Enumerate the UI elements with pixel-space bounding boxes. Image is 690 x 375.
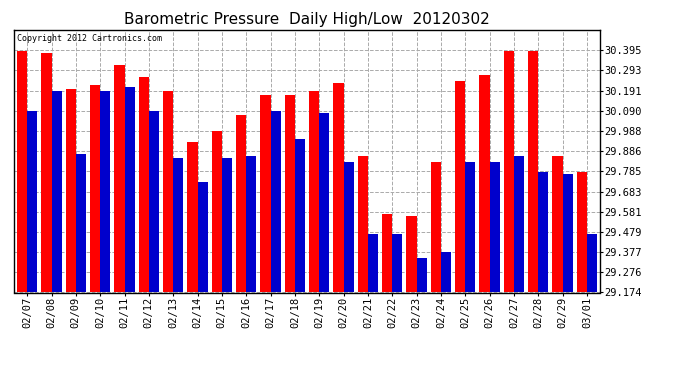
Bar bbox=[139, 77, 149, 292]
Bar bbox=[197, 182, 208, 292]
Bar bbox=[406, 216, 417, 292]
Bar bbox=[577, 172, 587, 292]
Bar bbox=[17, 51, 27, 292]
Bar bbox=[100, 91, 110, 292]
Text: Copyright 2012 Cartronics.com: Copyright 2012 Cartronics.com bbox=[17, 34, 161, 43]
Bar bbox=[187, 142, 197, 292]
Bar bbox=[382, 214, 392, 292]
Bar bbox=[480, 75, 490, 292]
Bar bbox=[222, 158, 232, 292]
Bar bbox=[285, 95, 295, 292]
Bar bbox=[528, 51, 538, 292]
Bar bbox=[41, 53, 52, 292]
Bar bbox=[357, 156, 368, 292]
Bar bbox=[344, 162, 354, 292]
Bar bbox=[163, 91, 173, 292]
Bar bbox=[587, 234, 597, 292]
Bar bbox=[52, 91, 61, 292]
Bar bbox=[368, 234, 378, 292]
Bar bbox=[538, 172, 549, 292]
Bar bbox=[319, 113, 329, 292]
Bar bbox=[504, 51, 514, 292]
Bar bbox=[115, 65, 124, 292]
Bar bbox=[212, 130, 222, 292]
Title: Barometric Pressure  Daily High/Low  20120302: Barometric Pressure Daily High/Low 20120… bbox=[124, 12, 490, 27]
Bar bbox=[490, 162, 500, 292]
Bar bbox=[392, 234, 402, 292]
Bar bbox=[76, 154, 86, 292]
Bar bbox=[149, 111, 159, 292]
Bar bbox=[309, 91, 319, 292]
Bar bbox=[553, 156, 562, 292]
Bar bbox=[431, 162, 441, 292]
Bar bbox=[333, 83, 344, 292]
Bar bbox=[260, 95, 270, 292]
Bar bbox=[270, 111, 281, 292]
Bar bbox=[246, 156, 257, 292]
Bar bbox=[441, 252, 451, 292]
Bar bbox=[295, 138, 305, 292]
Bar bbox=[455, 81, 465, 292]
Bar bbox=[66, 89, 76, 292]
Bar bbox=[124, 87, 135, 292]
Bar bbox=[173, 158, 184, 292]
Bar bbox=[27, 111, 37, 292]
Bar bbox=[514, 156, 524, 292]
Bar bbox=[236, 115, 246, 292]
Bar bbox=[90, 85, 100, 292]
Bar bbox=[562, 174, 573, 292]
Bar bbox=[465, 162, 475, 292]
Bar bbox=[417, 258, 427, 292]
